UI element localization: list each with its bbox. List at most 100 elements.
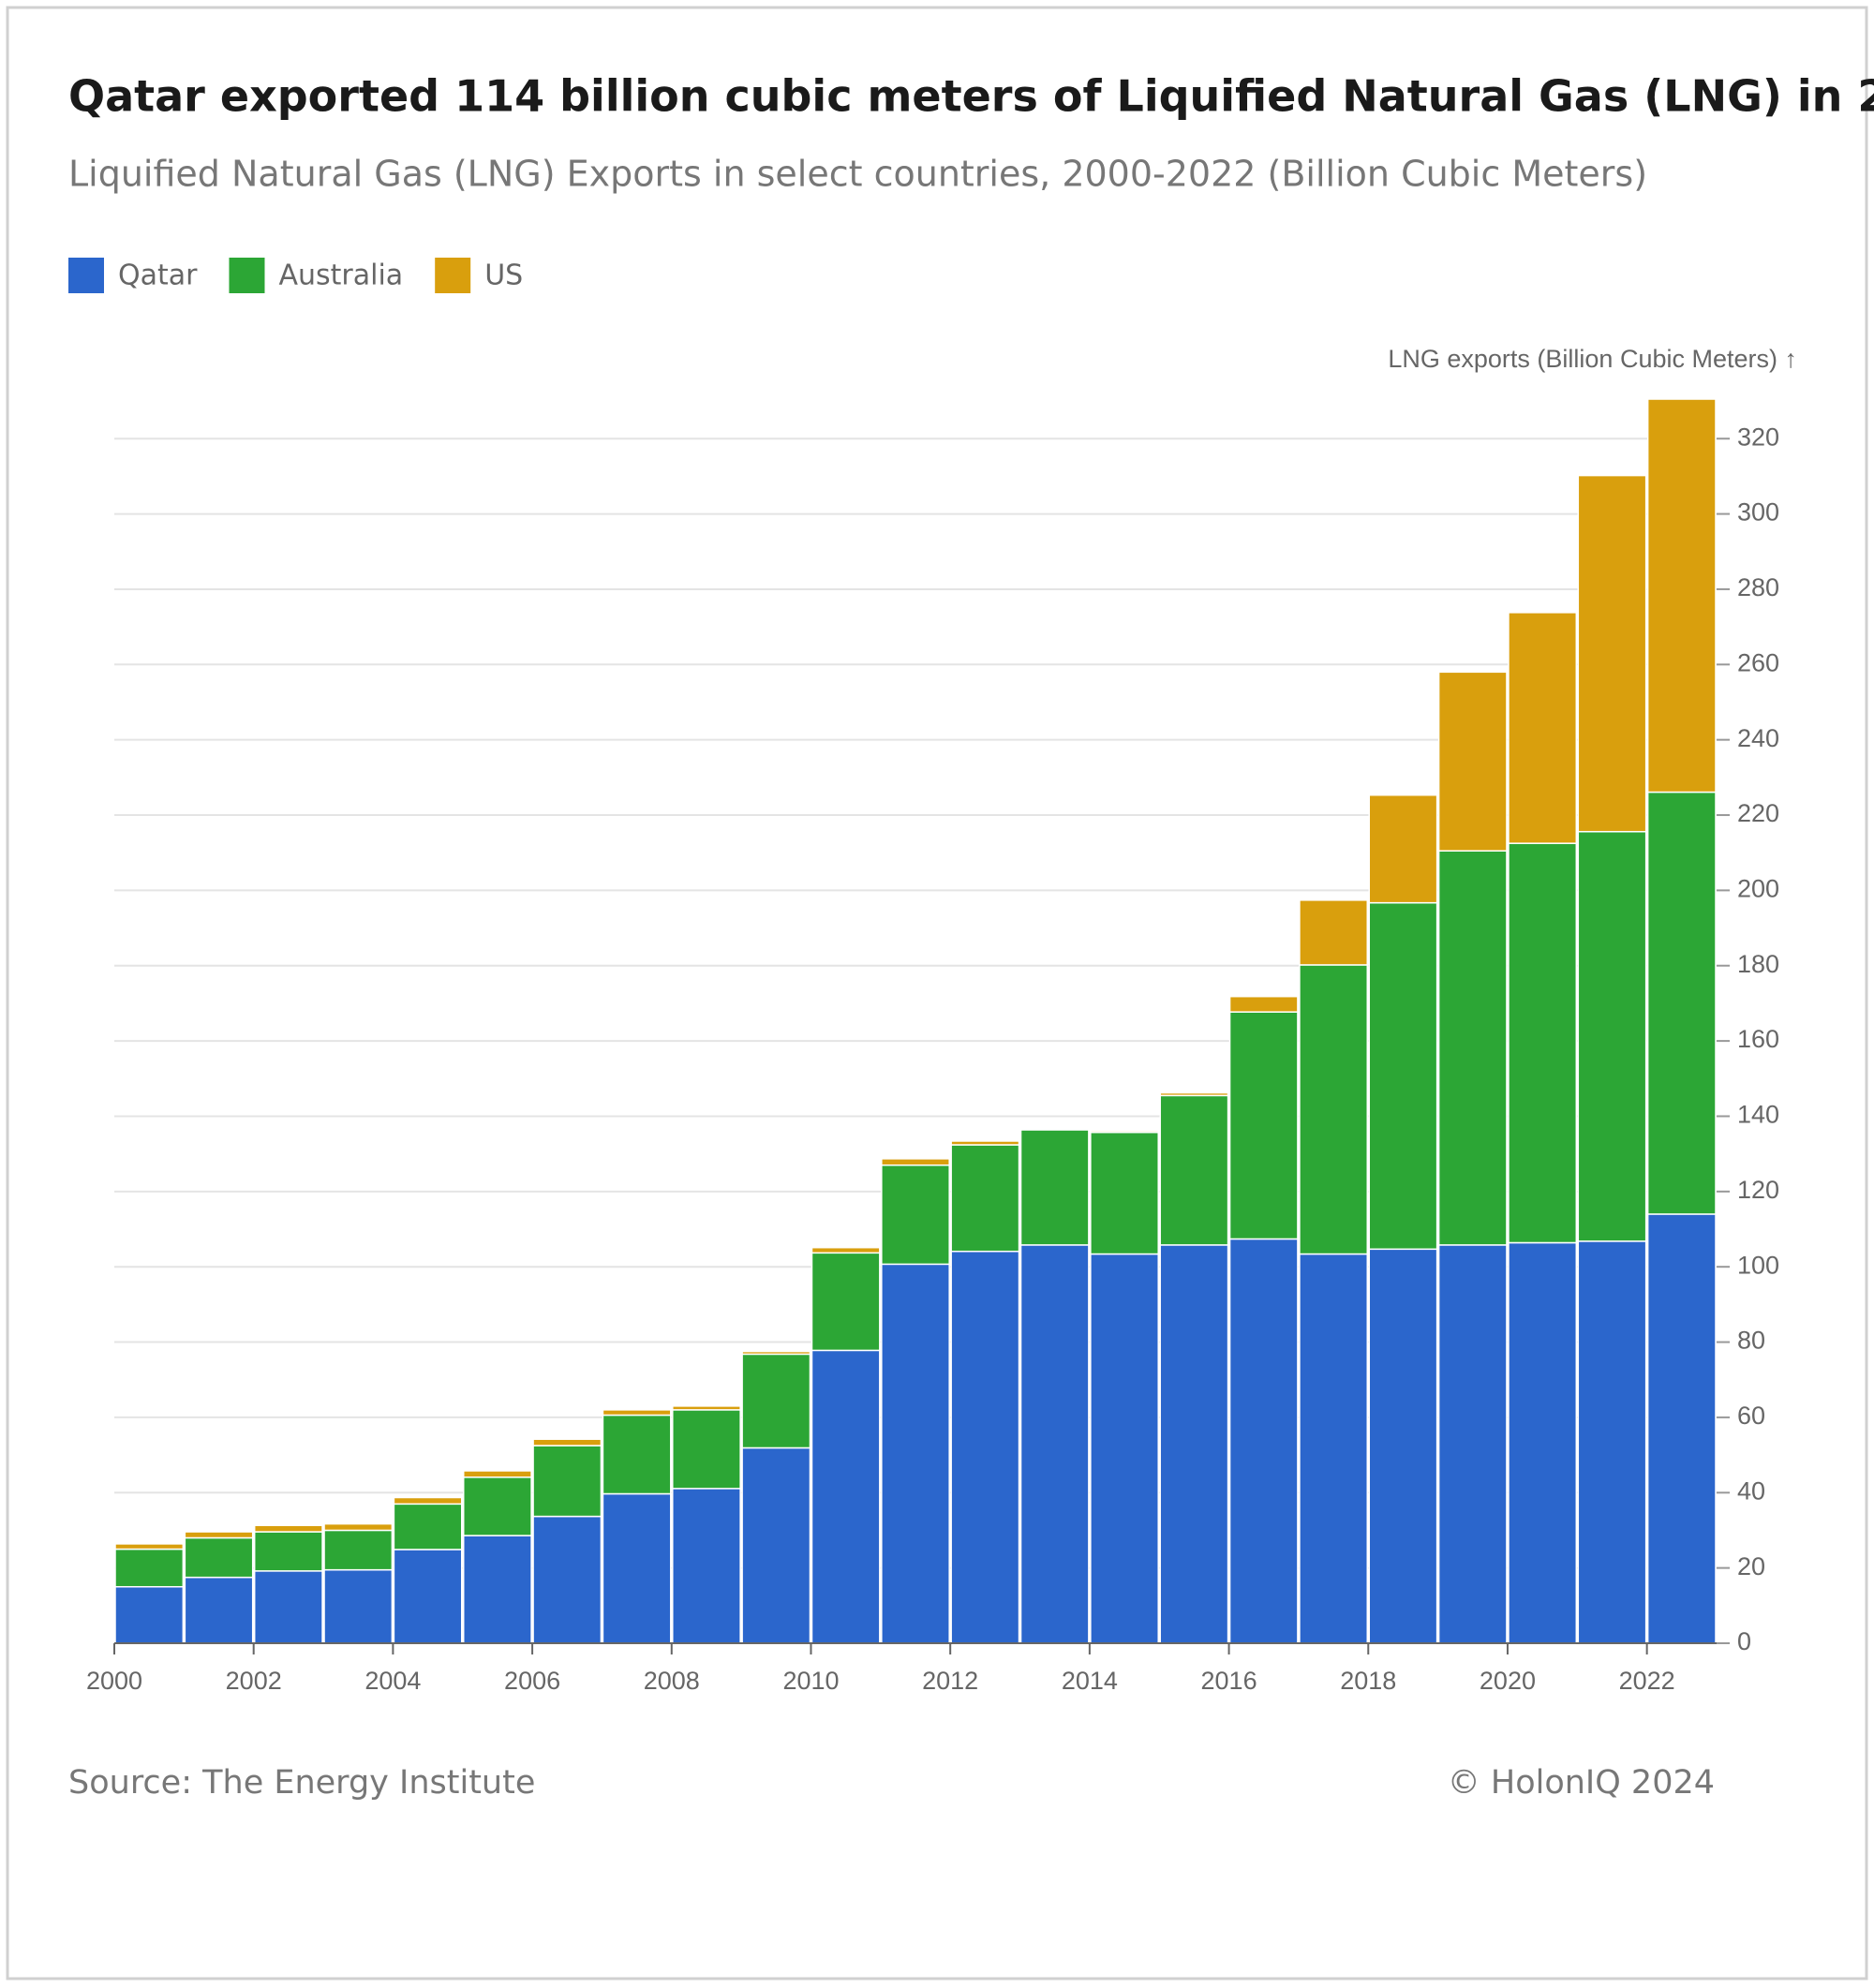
y-tick-label: 300 <box>1737 498 1779 527</box>
bar <box>1228 1011 1299 1240</box>
bar <box>532 1515 602 1644</box>
bar <box>602 1409 672 1417</box>
bar <box>114 1543 185 1550</box>
x-tick-label: 2000 <box>86 1667 142 1695</box>
y-tick-label: 180 <box>1737 950 1779 978</box>
bar <box>1646 791 1717 1215</box>
bar <box>741 1350 811 1356</box>
bar <box>811 1252 881 1352</box>
bar <box>1368 1248 1438 1644</box>
bar <box>1646 398 1717 794</box>
x-tick-label: 2012 <box>922 1667 978 1695</box>
bar <box>462 1476 532 1536</box>
bar <box>1019 1244 1090 1644</box>
bar <box>253 1531 323 1572</box>
bar <box>602 1492 672 1644</box>
legend-label: Qatar <box>118 260 198 292</box>
bar <box>532 1438 602 1446</box>
y-tick-label: 60 <box>1737 1402 1765 1430</box>
bar <box>881 1164 950 1266</box>
bar <box>672 1405 741 1411</box>
bar <box>950 1140 1020 1146</box>
bar <box>1508 1241 1578 1644</box>
bar <box>1577 1240 1647 1644</box>
bar <box>1159 1094 1229 1246</box>
bar <box>393 1503 463 1550</box>
bar <box>532 1445 602 1518</box>
bar <box>811 1246 881 1254</box>
bar <box>1437 1244 1508 1644</box>
chart-subtitle: Liquified Natural Gas (LNG) Exports in s… <box>68 154 1647 195</box>
bar <box>1019 1129 1090 1246</box>
bar <box>1299 1253 1369 1644</box>
bar <box>1577 474 1647 833</box>
bar <box>811 1349 881 1644</box>
bar <box>1368 794 1438 904</box>
bar <box>393 1549 463 1644</box>
bar <box>672 1409 741 1490</box>
bar <box>114 1585 185 1644</box>
chart-title: Qatar exported 114 billion cubic meters … <box>68 71 1874 122</box>
legend-swatch <box>435 258 471 293</box>
y-tick-label: 240 <box>1737 724 1779 752</box>
bar <box>253 1570 323 1644</box>
bar <box>950 1250 1020 1644</box>
bar <box>1228 995 1299 1013</box>
bar <box>462 1470 532 1478</box>
bar <box>1437 850 1508 1246</box>
bar <box>253 1524 323 1533</box>
bar <box>1508 842 1578 1244</box>
legend-label: US <box>484 260 523 292</box>
x-tick-label: 2014 <box>1062 1667 1118 1695</box>
x-tick-label: 2022 <box>1619 1667 1675 1695</box>
bar <box>323 1522 394 1532</box>
bar <box>184 1536 254 1579</box>
y-tick-label: 280 <box>1737 573 1779 601</box>
bar <box>881 1158 950 1166</box>
y-tick-label: 260 <box>1737 648 1779 676</box>
bar <box>323 1529 394 1571</box>
x-tick-label: 2020 <box>1480 1667 1536 1695</box>
bar <box>1646 1213 1717 1644</box>
x-tick-label: 2002 <box>226 1667 282 1695</box>
y-tick-label: 140 <box>1737 1101 1779 1129</box>
legend-swatch <box>229 258 265 293</box>
bar <box>114 1548 185 1588</box>
bar <box>741 1353 811 1449</box>
y-tick-label: 0 <box>1737 1627 1751 1655</box>
y-axis-label: LNG exports (Billion Cubic Meters) ↑ <box>1388 345 1797 373</box>
source: Source: The Energy Institute <box>68 1764 535 1802</box>
credit: © HolonIQ 2024 <box>1448 1764 1715 1802</box>
bar <box>881 1263 950 1644</box>
bar <box>1508 612 1578 844</box>
x-tick-label: 2006 <box>504 1667 560 1695</box>
bar <box>950 1144 1020 1253</box>
bar <box>462 1535 532 1644</box>
bar <box>1090 1130 1159 1134</box>
y-tick-label: 220 <box>1737 799 1779 827</box>
legend-swatch <box>68 258 104 293</box>
bar <box>1228 1238 1299 1644</box>
y-tick-label: 200 <box>1737 875 1779 903</box>
bar <box>393 1496 463 1506</box>
bar <box>184 1531 254 1539</box>
x-tick-label: 2016 <box>1201 1667 1257 1695</box>
y-tick-label: 20 <box>1737 1552 1765 1580</box>
y-tick-label: 80 <box>1737 1327 1765 1355</box>
bar <box>1090 1131 1159 1255</box>
x-tick-label: 2004 <box>364 1667 421 1695</box>
bar <box>1299 964 1369 1255</box>
bar <box>1437 671 1508 852</box>
bar <box>184 1576 254 1644</box>
bar <box>1368 901 1438 1251</box>
bar <box>1577 830 1647 1242</box>
bar <box>602 1414 672 1495</box>
bar <box>1159 1244 1229 1644</box>
bar <box>1019 1127 1090 1131</box>
x-tick-label: 2008 <box>644 1667 700 1695</box>
y-tick-label: 120 <box>1737 1176 1779 1204</box>
bar <box>1159 1091 1229 1097</box>
bar <box>1299 899 1369 966</box>
